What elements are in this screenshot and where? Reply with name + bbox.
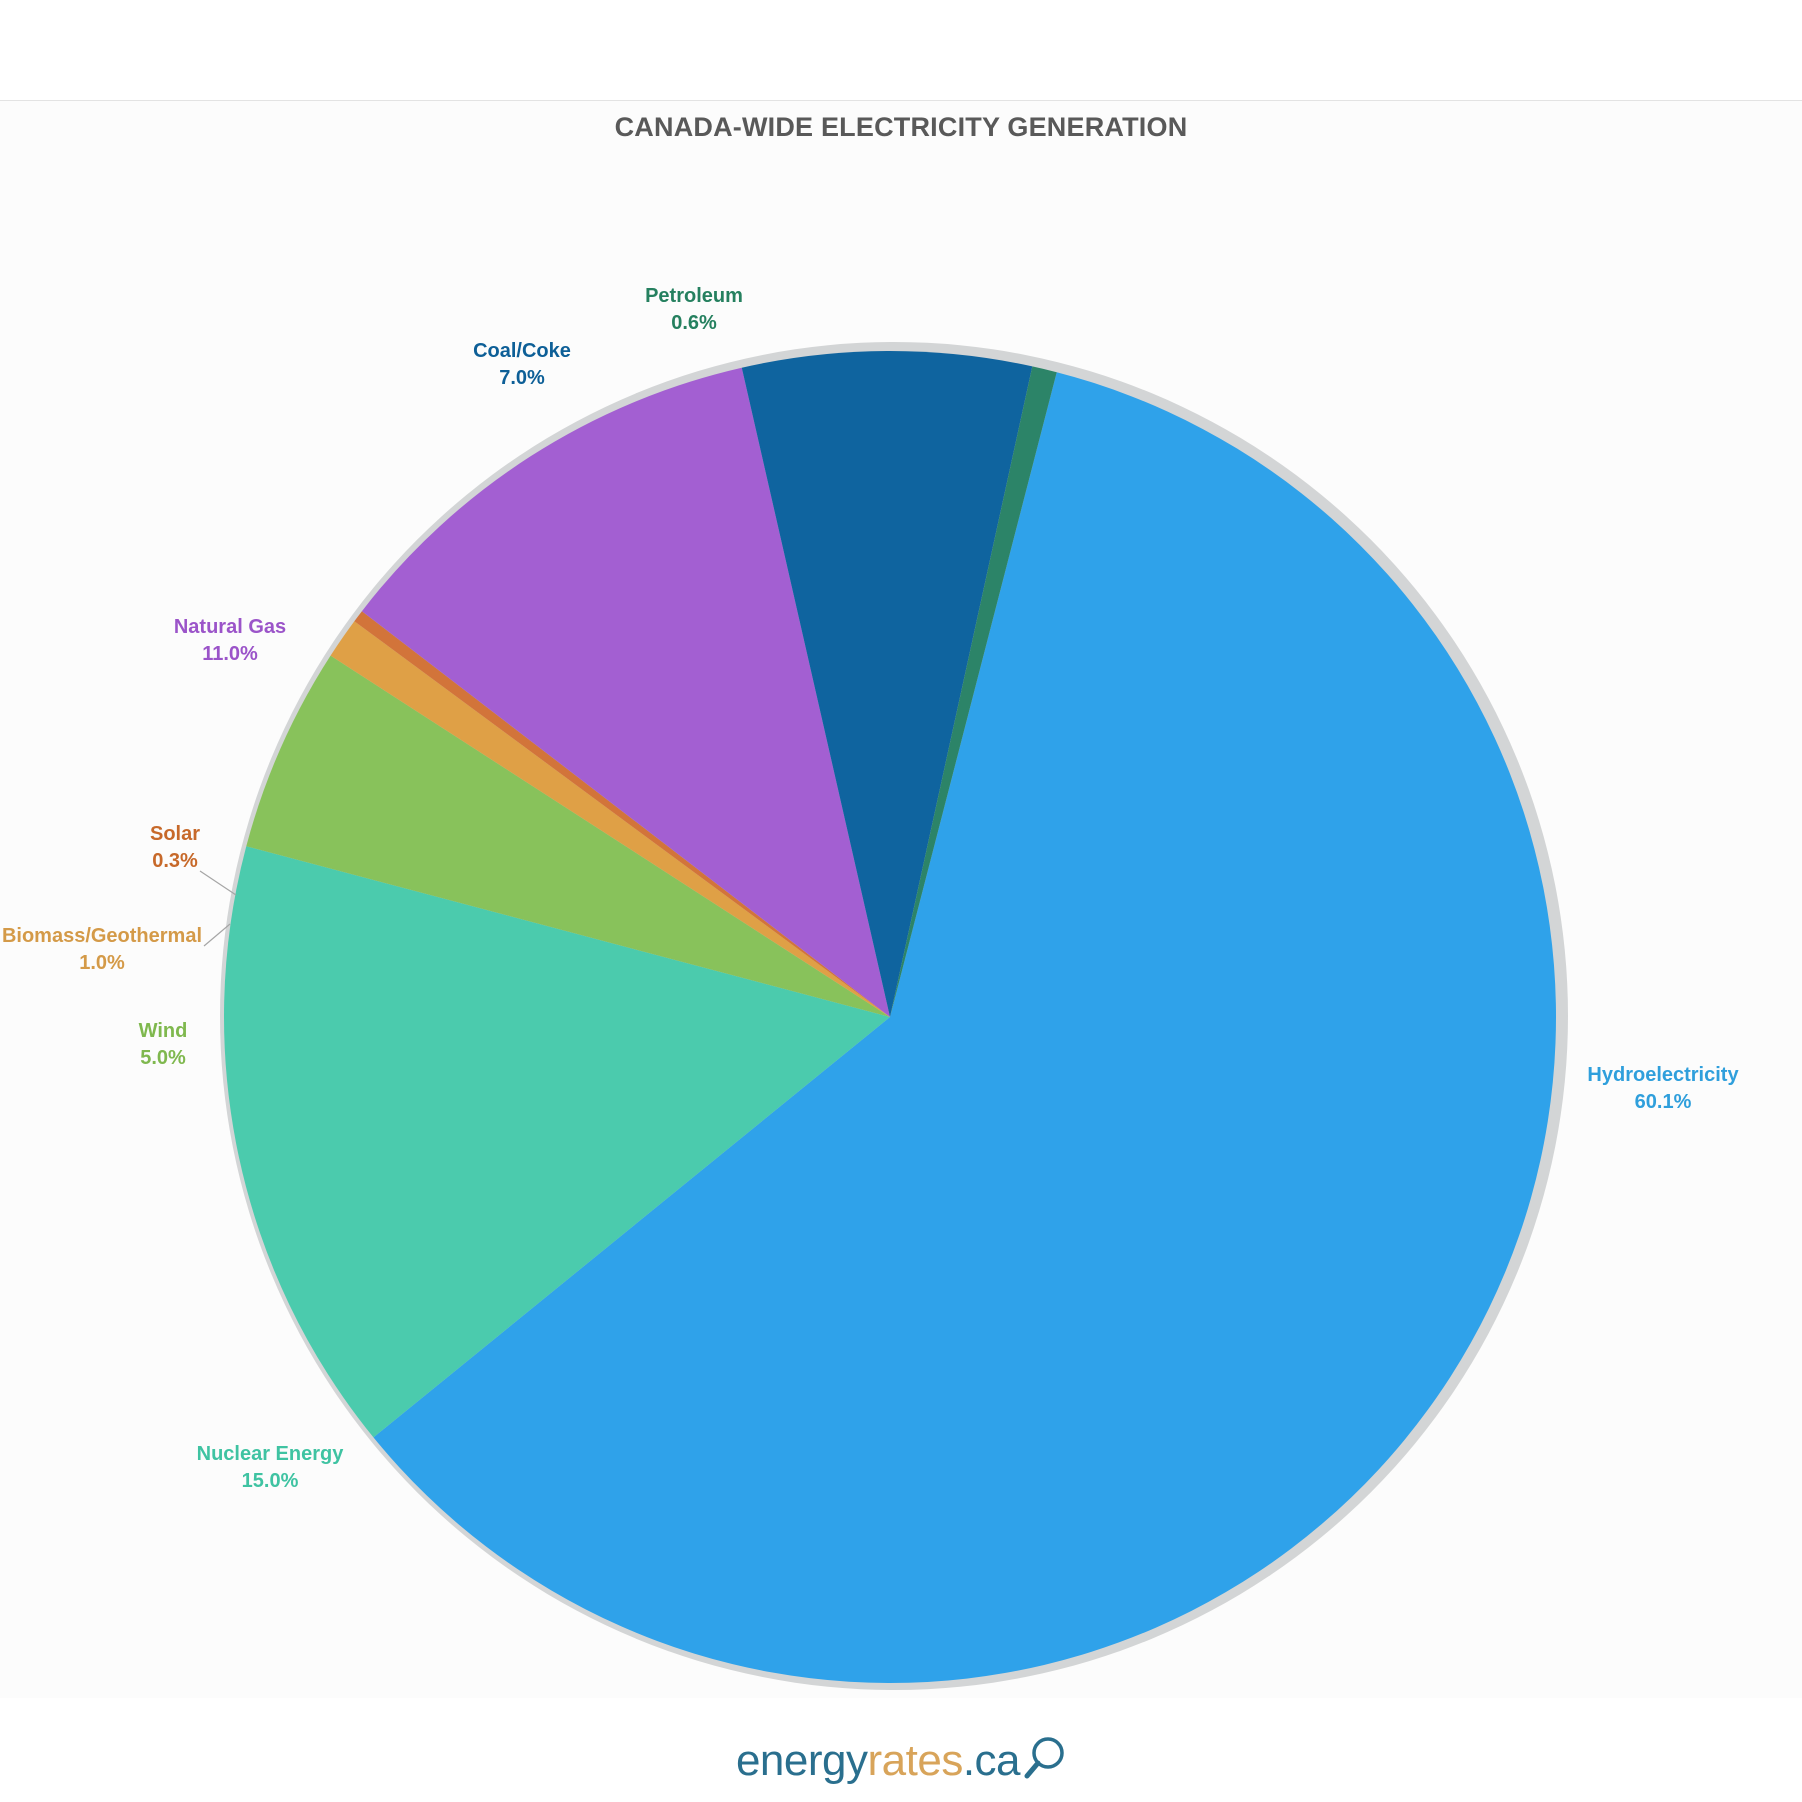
pie-slice-petroleum[interactable] xyxy=(890,366,1057,1017)
leader-line-biomass-geothermal xyxy=(203,923,231,947)
pie-leader-lines xyxy=(199,870,237,947)
slice-value-biomass-geothermal: 1.0% xyxy=(79,952,125,974)
slice-label-hydroelectricity: Hydroelectricity xyxy=(1587,1064,1739,1086)
pie-slice-hydroelectricity[interactable] xyxy=(373,372,1557,1683)
slice-value-solar: 0.3% xyxy=(152,850,198,872)
slice-value-petroleum: 0.6% xyxy=(671,312,717,334)
slice-value-natural-gas: 11.0% xyxy=(202,643,258,665)
pie-slice-wind[interactable] xyxy=(246,655,890,1017)
slice-value-nuclear-energy: 15.0% xyxy=(242,1470,299,1492)
brand-text-energy: energy xyxy=(735,1736,868,1785)
brand-text-rates: rates xyxy=(867,1736,964,1785)
slice-label-coal-coke: Coal/Coke xyxy=(473,340,571,362)
footer xyxy=(0,1698,1802,1802)
pie-slice-coal-coke[interactable] xyxy=(741,351,1033,1017)
slice-value-wind: 5.0% xyxy=(140,1047,186,1069)
brand-text-ca: .ca xyxy=(962,1736,1021,1785)
pie-slices xyxy=(223,351,1557,1683)
leader-line-solar xyxy=(199,870,237,896)
pie-slice-natural-gas[interactable] xyxy=(361,367,890,1018)
slice-label-wind: Wind xyxy=(139,1020,188,1042)
slice-label-petroleum: Petroleum xyxy=(645,285,743,307)
slice-value-hydroelectricity: 60.1% xyxy=(1635,1091,1692,1113)
slice-label-nuclear-energy: Nuclear Energy xyxy=(197,1443,345,1465)
slice-value-coal-coke: 7.0% xyxy=(499,367,545,389)
magnifier-icon xyxy=(1024,1737,1064,1779)
pie-slice-solar[interactable] xyxy=(354,611,891,1017)
pie-slice-biomass-geothermal[interactable] xyxy=(330,621,890,1017)
pie-labels: Hydroelectricity 60.1% Nuclear Energy 15.0%… xyxy=(2,285,1740,1492)
pie-slice-nuclear-energy[interactable] xyxy=(223,846,890,1438)
slice-label-biomass-geothermal: Biomass/Geothermal xyxy=(2,925,202,947)
slice-label-solar: Solar xyxy=(150,823,200,845)
chart-title: CANADA-WIDE ELECTRICITY GENERATION xyxy=(614,112,1188,142)
slice-label-natural-gas: Natural Gas xyxy=(174,616,286,638)
top-band xyxy=(0,0,1802,100)
brand-logo[interactable]: energyrates.ca xyxy=(0,1735,1802,1786)
